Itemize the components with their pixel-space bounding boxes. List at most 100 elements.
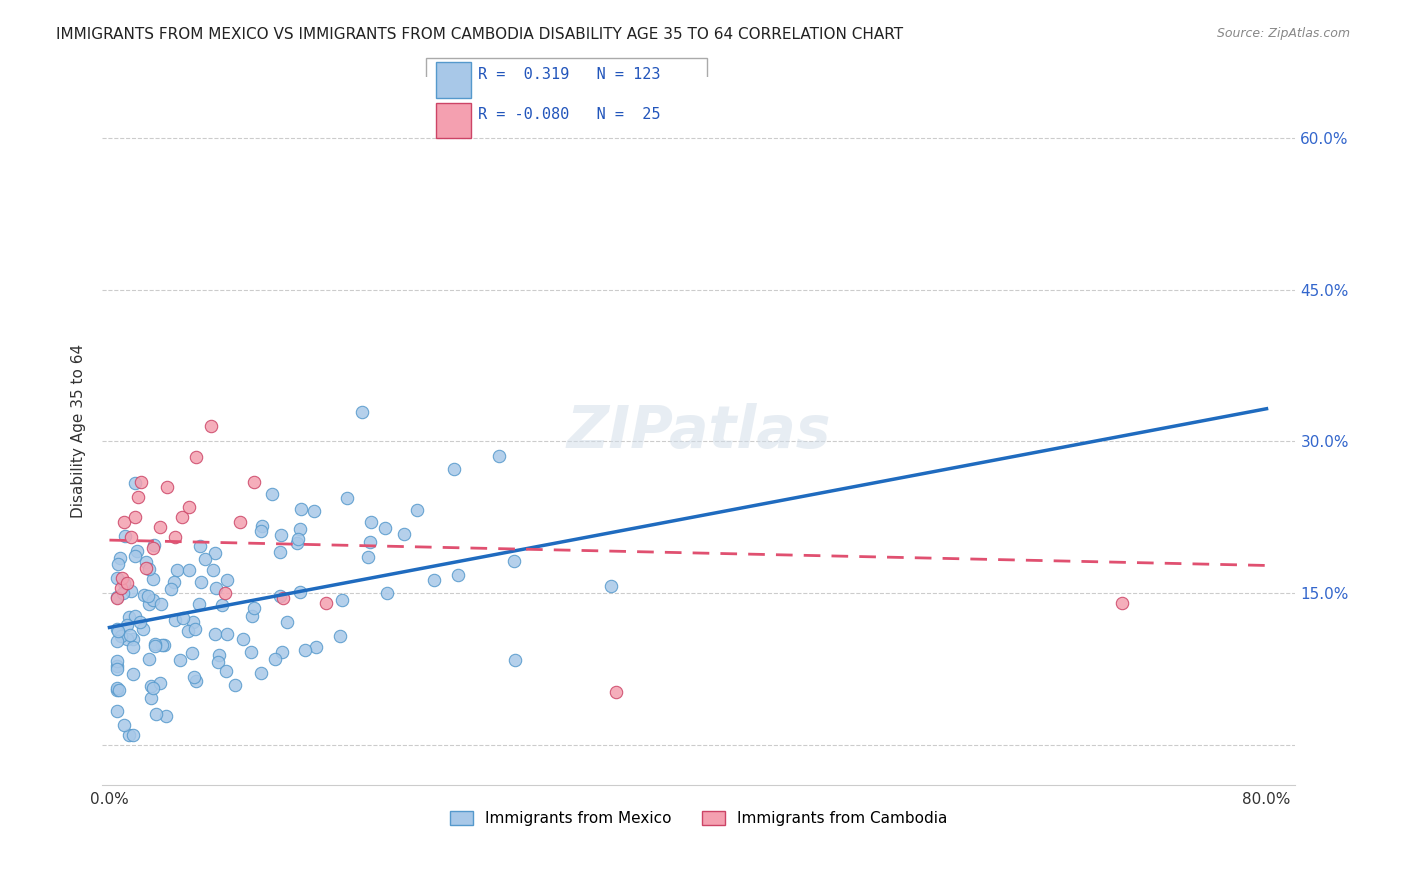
Point [172, 611, 194, 625]
Point [105, 662, 128, 676]
Point [114, 529, 136, 543]
Point [315, 596, 337, 610]
Point [177, 500, 200, 514]
Point [285, 536, 308, 550]
Point [250, 519, 273, 533]
Point [207, 655, 229, 669]
Point [330, 593, 353, 607]
Point [270, 528, 292, 542]
Point [110, 629, 132, 643]
Legend: Immigrants from Mexico, Immigrants from Cambodia: Immigrants from Mexico, Immigrants from … [443, 804, 955, 834]
Point [138, 597, 160, 611]
Point [204, 581, 226, 595]
Point [328, 629, 350, 643]
Point [356, 550, 378, 565]
Point [359, 534, 381, 549]
Point [124, 609, 146, 624]
Point [215, 573, 238, 587]
Point [105, 571, 128, 585]
Point [294, 643, 316, 657]
Point [149, 675, 172, 690]
Point [208, 648, 231, 662]
Point [336, 491, 359, 505]
Point [122, 667, 145, 681]
Point [156, 480, 179, 494]
Point [131, 622, 153, 636]
Point [262, 487, 284, 501]
Point [184, 674, 207, 689]
Point [374, 521, 396, 535]
Point [502, 554, 524, 568]
Point [184, 622, 207, 636]
Point [136, 589, 159, 603]
Text: R = -0.080   N =  25: R = -0.080 N = 25 [478, 107, 661, 121]
Point [177, 563, 200, 577]
Point [186, 450, 208, 464]
Point [110, 581, 132, 595]
Point [107, 624, 129, 638]
Point [128, 615, 150, 629]
Point [232, 632, 254, 646]
Point [188, 598, 211, 612]
Point [127, 490, 149, 504]
Point [120, 530, 142, 544]
Point [215, 626, 238, 640]
Point [121, 632, 143, 646]
Point [488, 449, 510, 463]
Point [350, 404, 373, 418]
Point [159, 582, 181, 597]
Point [204, 626, 226, 640]
Y-axis label: Disability Age 35 to 64: Disability Age 35 to 64 [72, 344, 86, 518]
Point [138, 562, 160, 576]
Text: R =  0.319   N = 123: R = 0.319 N = 123 [478, 67, 661, 81]
Point [290, 502, 312, 516]
Text: ZIPatlas: ZIPatlas [567, 403, 831, 459]
Point [143, 639, 166, 653]
Point [394, 527, 416, 541]
Point [228, 515, 250, 529]
Point [188, 539, 211, 553]
Point [124, 510, 146, 524]
Point [105, 681, 128, 696]
Point [190, 574, 212, 589]
Point [243, 475, 266, 489]
Point [249, 524, 271, 538]
Point [132, 588, 155, 602]
Point [200, 419, 222, 434]
Point [118, 628, 141, 642]
Point [240, 609, 263, 624]
Point [105, 622, 128, 636]
Point [443, 462, 465, 476]
Point [503, 653, 526, 667]
Point [145, 707, 167, 722]
Point [264, 651, 287, 665]
Point [166, 563, 188, 577]
Point [141, 572, 163, 586]
Point [138, 652, 160, 666]
Point [118, 610, 141, 624]
Point [105, 634, 128, 648]
Point [360, 515, 382, 529]
Point [142, 592, 165, 607]
Point [129, 475, 152, 489]
Point [124, 549, 146, 564]
Point [141, 690, 163, 705]
Point [271, 645, 294, 659]
Point [115, 575, 138, 590]
Point [105, 705, 128, 719]
Point [122, 727, 145, 741]
Point [243, 600, 266, 615]
Point [105, 683, 128, 698]
Point [269, 590, 291, 604]
Point [447, 567, 470, 582]
Point [224, 678, 246, 692]
Point [118, 727, 141, 741]
Point [240, 645, 263, 659]
Point [149, 598, 172, 612]
Point [214, 665, 236, 679]
Point [143, 637, 166, 651]
Point [111, 586, 134, 600]
Point [375, 586, 398, 600]
Point [204, 546, 226, 560]
Point [149, 520, 172, 534]
